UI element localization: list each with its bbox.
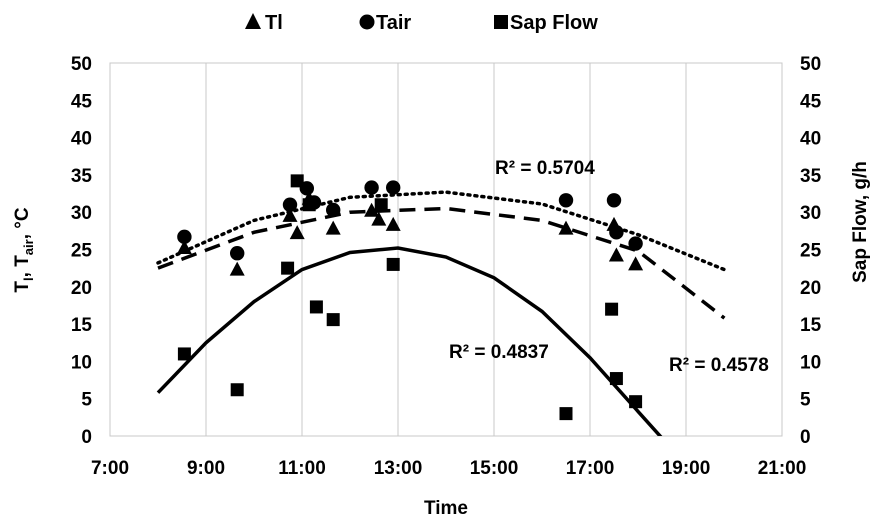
y-tick-label-left: 45 <box>71 91 93 112</box>
legend-square-marker <box>494 15 508 29</box>
tair-point <box>609 225 624 240</box>
data-points <box>176 174 644 421</box>
y-tick-label-right: 15 <box>800 315 822 336</box>
tl-point <box>229 261 245 276</box>
tl-point <box>282 207 298 222</box>
y-tick-label-left: 25 <box>71 241 93 262</box>
ylabel-left-sub2: air <box>21 239 36 255</box>
sap-flow-point <box>281 261 295 275</box>
y-axis-title-left: Tl, Tair, °C <box>12 207 36 292</box>
tl-point <box>385 216 401 231</box>
sap-flow-point <box>230 383 244 397</box>
plot-area-border <box>109 62 783 437</box>
legend-item-tl: Tl <box>245 12 283 34</box>
y-tick-label-right: 20 <box>800 278 821 299</box>
tl-point <box>608 247 624 262</box>
legend-circle-marker <box>359 14 375 30</box>
tl-point <box>364 202 380 217</box>
sap-flow-point <box>290 174 304 188</box>
tair-point <box>386 180 401 195</box>
x-axis-ticks: 7:00 9:00 11:00 13:00 15:00 17:00 19:00 21:00 <box>91 458 806 479</box>
tair-point <box>326 202 341 218</box>
sap-flow-point <box>629 395 643 409</box>
tair-point <box>606 193 622 208</box>
legend-triangle-marker <box>245 13 261 29</box>
sap-flow-point <box>309 300 323 314</box>
y-tick-label-left: 0 <box>81 427 92 448</box>
trendlines <box>156 190 727 436</box>
y-tick-label-right: 50 <box>800 54 821 75</box>
y-tick-label-right: 40 <box>800 129 821 150</box>
y-tick-label-left: 10 <box>71 352 92 373</box>
y-tick-label-right: 25 <box>800 241 822 262</box>
legend-label-tair: Tair <box>376 12 411 34</box>
r2-label-tl: R² = 0.4578 <box>669 355 769 376</box>
tair-point <box>230 246 245 261</box>
ylabel-left-sub1: l <box>21 277 36 281</box>
tl-point <box>289 225 305 240</box>
y-tick-label-right: 35 <box>800 166 822 187</box>
sap-flow-point <box>326 313 340 327</box>
y-tick-label-left: 50 <box>71 54 92 75</box>
x-axis-title: Time <box>424 498 468 517</box>
trendline-sap-flow <box>156 246 663 436</box>
tl-point <box>176 240 192 255</box>
sap-flow-point <box>559 407 573 421</box>
legend-item-sap-flow: Sap Flow <box>494 12 598 34</box>
y-tick-label-right: 30 <box>800 203 821 224</box>
sap-flow-point <box>386 257 400 271</box>
r2-label-sap-flow: R² = 0.4837 <box>449 342 549 363</box>
sap-flow-point <box>605 302 619 316</box>
x-tick-label: 15:00 <box>470 458 519 479</box>
ylabel-left-end: , °C <box>12 207 33 239</box>
trendline-tl <box>157 206 726 320</box>
sap-flow-point <box>374 198 388 212</box>
ylabel-left-base: T <box>12 281 33 293</box>
y-tick-label-left: 20 <box>71 278 92 299</box>
x-tick-label: 13:00 <box>374 458 423 479</box>
trendline-tair <box>156 190 727 272</box>
legend-label-tl: Tl <box>265 12 283 34</box>
y-axis-title-right: Sap Flow, g/h <box>850 161 871 283</box>
y-axis-ticks-left: 0 5 10 15 20 25 30 35 40 45 50 <box>71 54 93 448</box>
y-tick-label-right: 10 <box>800 352 821 373</box>
tl-point <box>325 220 341 235</box>
x-tick-label: 11:00 <box>278 458 326 479</box>
y-tick-label-left: 30 <box>71 203 92 224</box>
y-tick-label-left: 35 <box>71 166 93 187</box>
y-tick-label-right: 45 <box>800 91 822 112</box>
y-tick-label-right: 0 <box>800 427 811 448</box>
tl-point <box>371 211 387 226</box>
r2-label-tair: R² = 0.5704 <box>495 158 595 179</box>
sap-flow-point <box>177 347 191 361</box>
x-tick-label: 7:00 <box>91 458 129 479</box>
y-tick-label-left: 5 <box>81 390 92 411</box>
ylabel-left-mid: , T <box>12 255 33 278</box>
y-axis-ticks-right: 0 5 10 15 20 25 30 35 40 45 50 <box>800 54 822 448</box>
tair-point <box>558 193 574 208</box>
tl-point <box>558 220 574 235</box>
gridlines <box>109 63 783 436</box>
x-tick-label: 19:00 <box>662 458 711 479</box>
x-tick-label: 17:00 <box>566 458 615 479</box>
tair-point <box>177 229 192 245</box>
sap-flow-point <box>609 372 623 386</box>
tair-point <box>628 236 643 251</box>
legend: Tl Tair Sap Flow <box>245 12 598 34</box>
tair-point <box>282 197 298 212</box>
tl-point <box>628 256 644 271</box>
sap-flow-point <box>302 198 316 212</box>
y-tick-label-left: 15 <box>71 315 93 336</box>
legend-label-sap-flow: Sap Flow <box>510 12 598 34</box>
x-tick-label: 21:00 <box>758 458 807 479</box>
legend-item-tair: Tair <box>359 12 411 34</box>
x-tick-label: 9:00 <box>187 458 225 479</box>
tair-point <box>364 180 379 195</box>
y-tick-label-right: 5 <box>800 390 811 411</box>
y-tick-label-left: 40 <box>71 129 92 150</box>
